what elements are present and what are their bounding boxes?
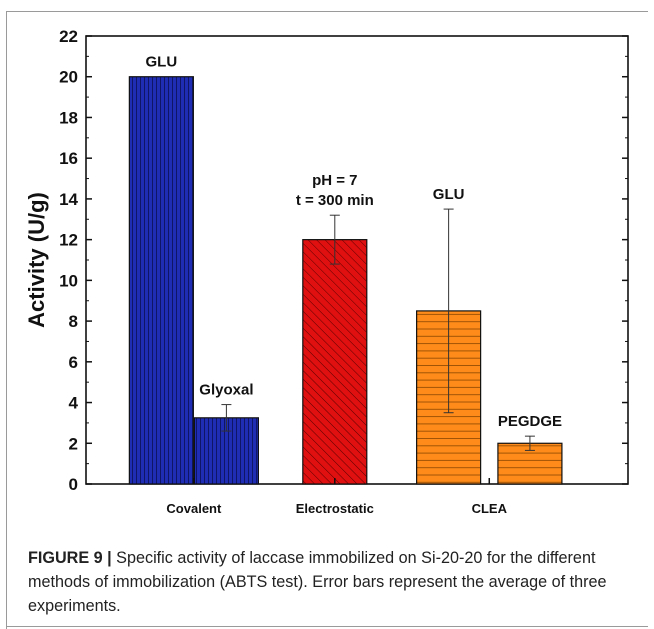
y-tick-label: 2 [69, 434, 78, 453]
y-tick-label: 16 [59, 149, 78, 168]
bar-data-label: t = 300 min [296, 192, 374, 209]
y-tick-label: 10 [59, 271, 78, 290]
y-tick-label: 0 [69, 475, 78, 494]
y-tick-label: 22 [59, 27, 78, 46]
y-tick-label: 20 [59, 68, 78, 87]
bar-chart: 0 2 4 6 8 10 12 14 16 18 20 22 GLU Glyoxal pH = 7 t = 3… [24, 27, 629, 516]
y-tick-label: 8 [69, 312, 78, 331]
plot-area: 0 2 4 6 8 10 12 14 16 18 20 22 GLU Glyoxal pH = 7 t = 3… [59, 27, 629, 516]
bar [128, 76, 194, 485]
figure-caption-label: FIGURE 9 | [28, 549, 112, 567]
bar-data-label: Glyoxal [199, 382, 253, 399]
x-tick-label: Covalent [166, 501, 222, 516]
bar [302, 239, 368, 485]
bar-data-label: pH = 7 [312, 172, 357, 189]
y-tick-label: 6 [69, 353, 78, 372]
figure-frame-left [6, 11, 7, 629]
y-tick-label: 4 [69, 394, 79, 413]
bar-data-label: GLU [433, 186, 465, 203]
bar-data-label: GLU [146, 54, 178, 71]
bar-data-label: PEGDGE [498, 413, 562, 430]
y-tick-label: 14 [59, 190, 78, 209]
y-axis-title: Activity (U/g) [24, 192, 49, 328]
y-tick-label: 18 [59, 108, 78, 127]
figure-caption: FIGURE 9 | Specific activity of laccase … [28, 546, 628, 618]
y-tick-label: 12 [59, 231, 78, 250]
figure-frame-bottom [6, 626, 648, 627]
x-tick-label: CLEA [472, 501, 508, 516]
figure-caption-text: Specific activity of laccase immobilized… [28, 549, 607, 615]
figure-frame-top [6, 11, 648, 12]
x-tick-label: Electrostatic [296, 501, 374, 516]
